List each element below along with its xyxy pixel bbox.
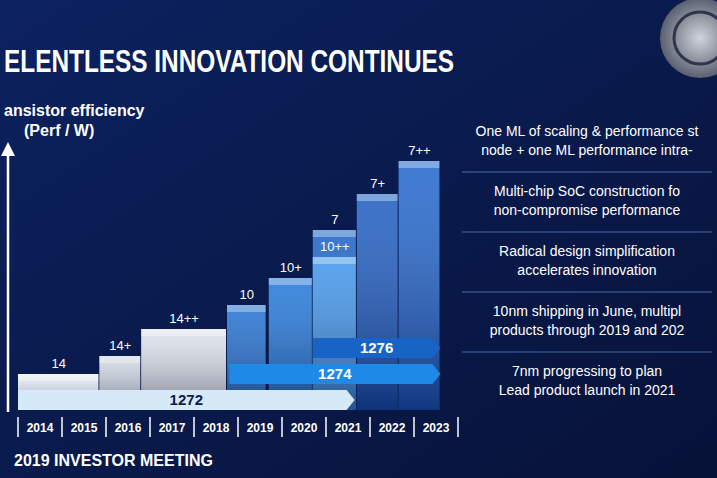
x-tick-label: 2016 xyxy=(115,421,142,435)
x-tick-label: 2015 xyxy=(71,421,98,435)
plot xyxy=(18,161,440,410)
node-cap xyxy=(357,194,398,201)
product-arrow xyxy=(313,338,441,358)
year-divider xyxy=(413,417,415,437)
y-axis-arrow xyxy=(1,142,15,156)
node-bar xyxy=(313,257,356,410)
x-tick-label: 2018 xyxy=(203,421,230,435)
badge xyxy=(660,0,717,78)
x-tick-label: 2021 xyxy=(335,421,362,435)
x-tick-label: 2023 xyxy=(423,421,450,435)
node-cap xyxy=(141,329,226,336)
node-cap xyxy=(99,356,140,363)
background xyxy=(0,0,717,478)
x-tick-label: 2017 xyxy=(159,421,186,435)
note-divider xyxy=(462,352,712,353)
node-label: 10 xyxy=(240,287,254,302)
node-label: 7+ xyxy=(370,176,385,191)
node-cap xyxy=(227,305,266,312)
note-text: 10nm shipping in June, multipl xyxy=(493,303,681,319)
product-label: 1272 xyxy=(170,391,203,408)
year-divider xyxy=(193,417,195,437)
year-divider xyxy=(149,417,151,437)
node-shade xyxy=(313,257,356,410)
node-label: 7 xyxy=(331,212,338,227)
x-tick-label: 2022 xyxy=(379,421,406,435)
note-text: non-compromise performance xyxy=(494,202,681,218)
note-text: 7nm progressing to plan xyxy=(512,363,662,379)
y-label: ansistor efficiency xyxy=(4,102,145,119)
product-label: 1274 xyxy=(318,365,352,382)
year-divider xyxy=(369,417,371,437)
year-divider xyxy=(237,417,239,437)
year-divider xyxy=(325,417,327,437)
note-text: node + one ML performance intra- xyxy=(481,142,693,158)
note-text: Radical design simplification xyxy=(499,243,675,259)
slide: ELENTLESS INNOVATION CONTINUES ansistor e… xyxy=(0,0,717,478)
labels: 14 14+ 14++ 10 10+ 7 10++ 7+ 7++ 1272 1274 1276 xyxy=(51,143,430,408)
node-label: 10+ xyxy=(280,260,302,275)
y-label: (Perf / W) xyxy=(24,122,94,139)
note-text: One ML of scaling & performance st xyxy=(476,123,699,139)
note-text: products through 2019 and 202 xyxy=(490,322,685,338)
node-label: 7++ xyxy=(408,143,430,158)
node-label: 14 xyxy=(51,356,65,371)
node-label: 10++ xyxy=(320,239,350,254)
note-divider xyxy=(462,172,712,173)
note-text: accelerates innovation xyxy=(517,262,656,278)
node-cap xyxy=(18,374,98,381)
note-divider xyxy=(462,292,712,293)
x-tick-label: 2020 xyxy=(291,421,318,435)
x-tick-label: 2019 xyxy=(247,421,274,435)
year-divider xyxy=(457,417,459,437)
year-divider xyxy=(281,417,283,437)
node-cap xyxy=(313,230,356,237)
year-divider xyxy=(61,417,63,437)
product-arrow xyxy=(229,364,440,384)
note-text: Multi-chip SoC construction fo xyxy=(494,183,680,199)
x-tick-label: 2014 xyxy=(27,421,54,435)
product-label: 1276 xyxy=(360,339,393,356)
footer: 2019 INVESTOR MEETING xyxy=(14,452,213,469)
node-label: 14+ xyxy=(109,338,131,353)
node-cap xyxy=(269,278,312,285)
note-divider xyxy=(462,232,712,233)
node-bar xyxy=(313,257,356,410)
year-divider xyxy=(105,417,107,437)
y-axis xyxy=(7,152,10,412)
year-divider xyxy=(17,417,19,437)
node-cap xyxy=(399,161,440,168)
node-cap xyxy=(313,257,356,264)
badge-ring xyxy=(674,12,717,64)
note-text: Lead product launch in 2021 xyxy=(499,382,676,398)
node-label: 14++ xyxy=(169,311,199,326)
title: ELENTLESS INNOVATION CONTINUES xyxy=(4,43,454,79)
product-arrow xyxy=(18,390,355,410)
